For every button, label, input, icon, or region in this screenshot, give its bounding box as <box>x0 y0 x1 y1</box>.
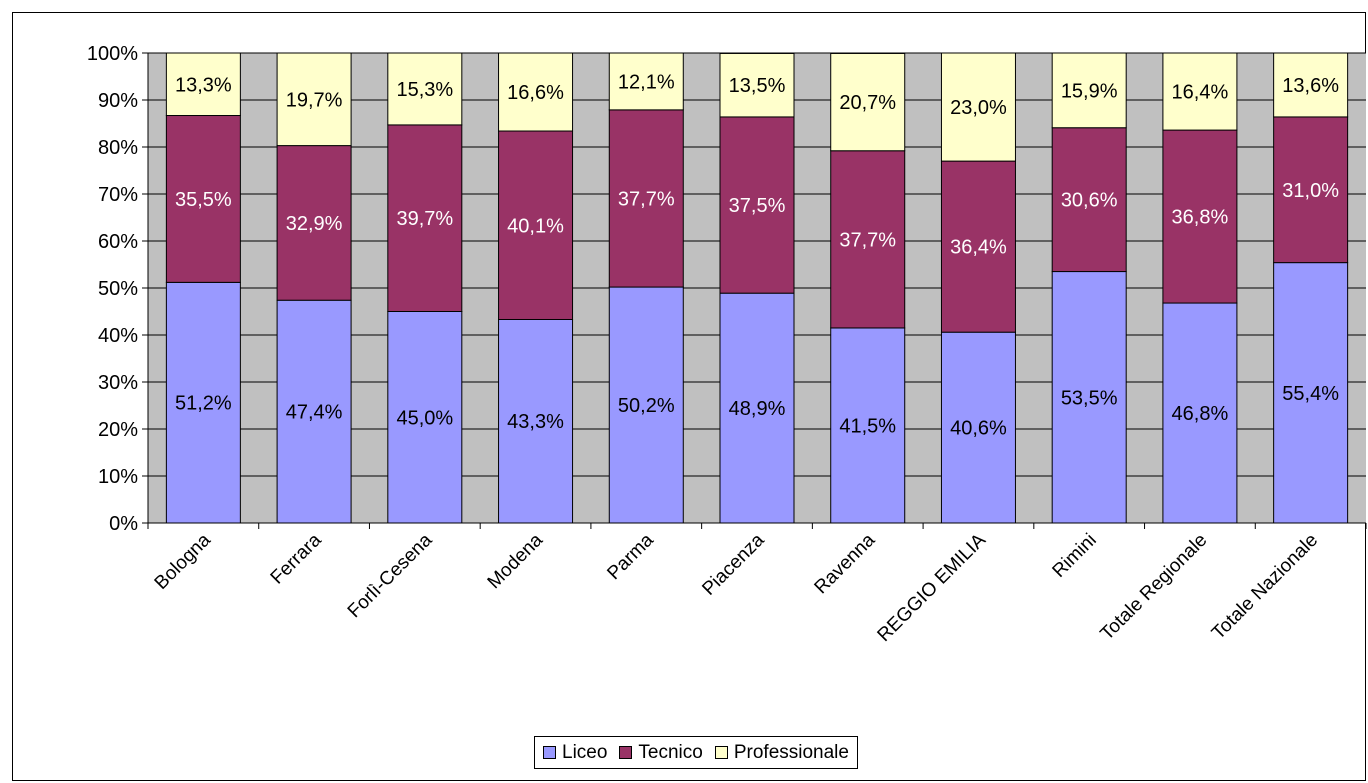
data-label: 40,1% <box>507 215 564 237</box>
data-label: 41,5% <box>839 415 896 437</box>
data-label: 37,7% <box>839 229 896 251</box>
bar-tecnico <box>940 160 1016 333</box>
y-tick-label: 60% <box>98 231 138 253</box>
data-label: 40,6% <box>950 418 1007 440</box>
bar-liceo <box>1273 262 1349 524</box>
data-label: 32,9% <box>286 213 343 235</box>
bar-tecnico <box>1162 129 1238 304</box>
bar-tecnico <box>1051 127 1127 273</box>
data-label: 47,4% <box>286 402 343 424</box>
bar-professionale <box>830 52 906 152</box>
bar-tecnico <box>276 145 352 301</box>
legend-swatch <box>714 746 728 759</box>
y-tick-label: 40% <box>98 325 138 347</box>
data-label: 37,5% <box>729 195 786 217</box>
legend-label: Tecnico <box>638 741 703 763</box>
legend: Liceo Tecnico Professionale <box>534 736 858 769</box>
bar-liceo <box>1162 302 1238 524</box>
data-label: 53,5% <box>1061 387 1118 409</box>
y-tick-label: 20% <box>98 419 138 441</box>
y-tick-label: 90% <box>98 90 138 112</box>
legend-swatch <box>619 746 633 759</box>
y-tick-label: 70% <box>98 184 138 206</box>
data-label: 51,2% <box>175 393 232 415</box>
data-label: 20,7% <box>839 92 896 114</box>
data-label: 39,7% <box>396 208 453 230</box>
bar-professionale <box>940 52 1016 162</box>
data-label: 55,4% <box>1282 383 1339 405</box>
bar-professionale <box>719 52 795 118</box>
data-label: 45,0% <box>396 407 453 429</box>
bar-tecnico <box>608 109 684 288</box>
data-label: 48,9% <box>729 398 786 420</box>
x-tick-label: Totale Regionale <box>1097 530 1212 645</box>
y-tick-label: 10% <box>98 466 138 488</box>
x-tick-label: Ferrara <box>267 529 326 588</box>
x-tick-label: Ravenna <box>811 529 880 598</box>
data-label: 12,1% <box>618 71 675 93</box>
legend-item-liceo: Liceo <box>543 742 607 764</box>
bar-professionale <box>387 52 463 126</box>
data-label: 50,2% <box>618 395 675 417</box>
bar-professionale <box>498 52 574 132</box>
y-tick-label: 30% <box>98 372 138 394</box>
x-tick-label: Piacenza <box>698 529 768 599</box>
data-label: 15,3% <box>396 79 453 101</box>
bar-liceo <box>387 311 463 524</box>
bar-liceo <box>498 318 574 524</box>
bar-liceo <box>165 281 241 524</box>
x-tick-label: REGGIO EMILIA <box>874 529 991 646</box>
legend-item-tecnico: Tecnico <box>619 741 703 764</box>
bar-tecnico <box>387 124 463 312</box>
bar-professionale <box>165 52 241 117</box>
legend-swatch <box>543 746 556 759</box>
legend-label: Liceo <box>562 741 608 763</box>
bar-professionale <box>1051 52 1127 129</box>
legend-item-professionale: Professionale <box>714 741 849 764</box>
data-label: 13,6% <box>1282 75 1339 97</box>
data-label: 19,7% <box>286 89 343 111</box>
bar-professionale <box>608 52 684 111</box>
data-label: 16,6% <box>507 82 564 104</box>
bar-professionale <box>1273 52 1349 118</box>
x-tick-label: Totale Nazionale <box>1208 530 1322 644</box>
y-tick-label: 100% <box>87 43 138 65</box>
x-tick-label: Bologna <box>151 529 215 593</box>
bar-tecnico <box>498 130 574 320</box>
x-tick-label: Parma <box>603 529 658 584</box>
bar-tecnico <box>165 115 241 283</box>
data-label: 23,0% <box>950 97 1007 119</box>
data-label: 36,4% <box>950 237 1007 259</box>
data-label: 15,9% <box>1061 80 1118 102</box>
bar-liceo <box>608 286 684 524</box>
data-label: 37,7% <box>618 188 675 210</box>
y-tick-label: 0% <box>109 513 138 535</box>
data-label: 13,5% <box>729 75 786 97</box>
data-label: 16,4% <box>1172 82 1229 104</box>
data-label: 43,3% <box>507 411 564 433</box>
bar-tecnico <box>1273 116 1349 264</box>
data-label: 36,8% <box>1172 207 1229 229</box>
bar-professionale <box>276 52 352 147</box>
data-label: 13,3% <box>175 74 232 96</box>
data-label: 46,8% <box>1172 403 1229 425</box>
bar-liceo <box>940 331 1016 524</box>
x-tick-label: Rimini <box>1049 530 1101 582</box>
bar-liceo <box>719 292 795 524</box>
bar-liceo <box>276 299 352 524</box>
data-label: 30,6% <box>1061 190 1118 212</box>
legend-label: Professionale <box>733 741 849 763</box>
data-label: 35,5% <box>175 189 232 211</box>
y-tick-label: 50% <box>98 278 138 300</box>
data-label: 31,0% <box>1282 180 1339 202</box>
x-tick-label: Forlì-Cesena <box>344 529 437 622</box>
bar-professionale <box>1162 52 1238 131</box>
x-tick-label: Modena <box>484 529 548 593</box>
y-tick-label: 80% <box>98 137 138 159</box>
